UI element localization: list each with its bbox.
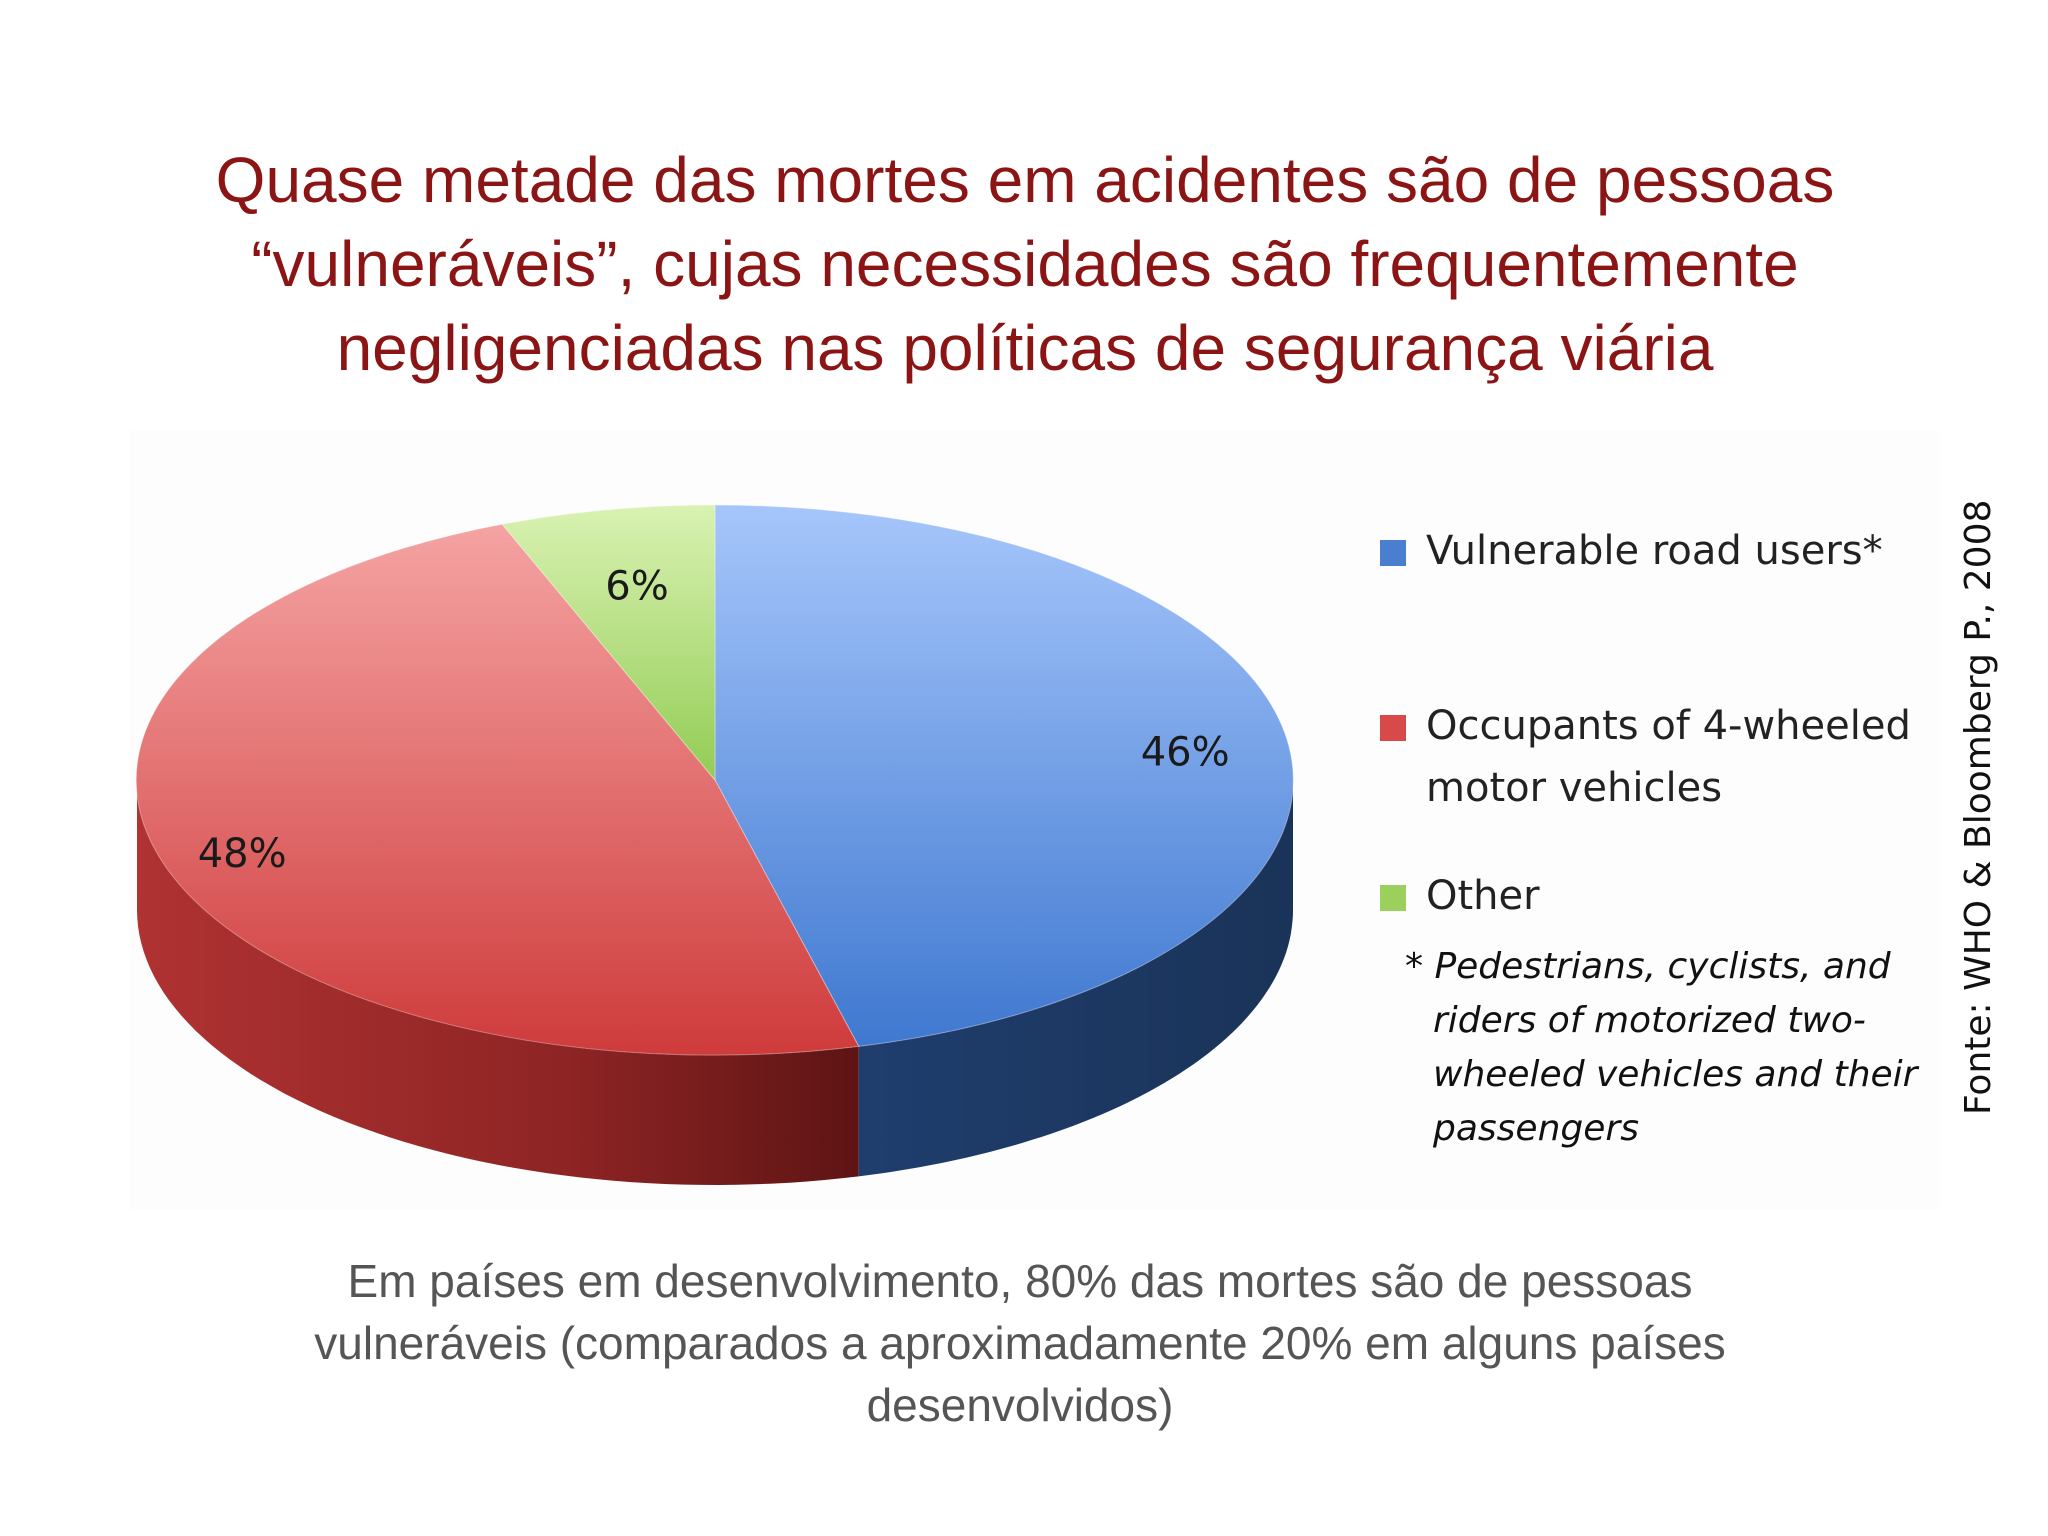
legend-label: Vulnerable road users*	[1426, 528, 1883, 574]
legend-footnote: * Pedestrians, cyclists, and riders of m…	[1405, 940, 1965, 1156]
pie-slice-occupants-side	[137, 780, 859, 1185]
pie-labels: 46% 48% 6%	[198, 564, 1230, 878]
pie-sides	[137, 780, 1293, 1185]
pie-slice-vulnerable-side	[858, 780, 1293, 1177]
legend-swatch	[1380, 885, 1406, 911]
legend-item-vulnerable: Vulnerable road users*	[1380, 520, 1883, 582]
pie-slice-other	[501, 504, 716, 782]
legend-swatch	[1380, 715, 1406, 741]
legend-label: Occupants of 4-wheeled motor vehicles	[1426, 695, 1946, 819]
title-line: “vulneráveis”, cujas necessidades são fr…	[251, 228, 1799, 300]
pie-chart: 46% 48% 6%	[135, 504, 1294, 1185]
footnote-line: wheeled vehicles and their	[1433, 1054, 1918, 1095]
source-citation: Fonte: WHO & Bloomberg P., 2008	[1958, 499, 1999, 1115]
caption-line: desenvolvidos)	[866, 1379, 1174, 1431]
legend-swatch	[1380, 540, 1406, 566]
caption-line: Em países em desenvolvimento, 80% das mo…	[347, 1255, 1693, 1307]
legend-label-line: Occupants of 4-wheeled	[1426, 703, 1911, 749]
footnote-line: * Pedestrians, cyclists, and	[1405, 946, 1891, 987]
legend-item-other: Other	[1380, 865, 1540, 927]
pie-slice-vulnerable	[714, 504, 1294, 1047]
title-line: Quase metade das mortes em acidentes são…	[215, 144, 1835, 216]
caption-line: vulneráveis (comparados a aproximadament…	[314, 1317, 1726, 1369]
slide-title: Quase metade das mortes em acidentes são…	[110, 138, 1940, 390]
bottom-caption: Em países em desenvolvimento, 80% das mo…	[130, 1250, 1910, 1436]
legend-label-line: motor vehicles	[1426, 765, 1723, 811]
legend-item-occupants: Occupants of 4-wheeled motor vehicles	[1380, 695, 1946, 819]
legend-label: Other	[1426, 873, 1540, 919]
footnote-line: passengers	[1433, 1108, 1639, 1149]
pie-slice-occupants	[135, 523, 860, 1056]
pie-tops	[135, 504, 1294, 1056]
pie-label-other: 6%	[605, 564, 668, 610]
title-line: negligenciadas nas políticas de seguranç…	[336, 312, 1714, 384]
pie-label-vulnerable: 46%	[1141, 730, 1230, 776]
footnote-line: riders of motorized two-	[1433, 1000, 1866, 1041]
pie-label-occupants: 48%	[198, 831, 287, 877]
